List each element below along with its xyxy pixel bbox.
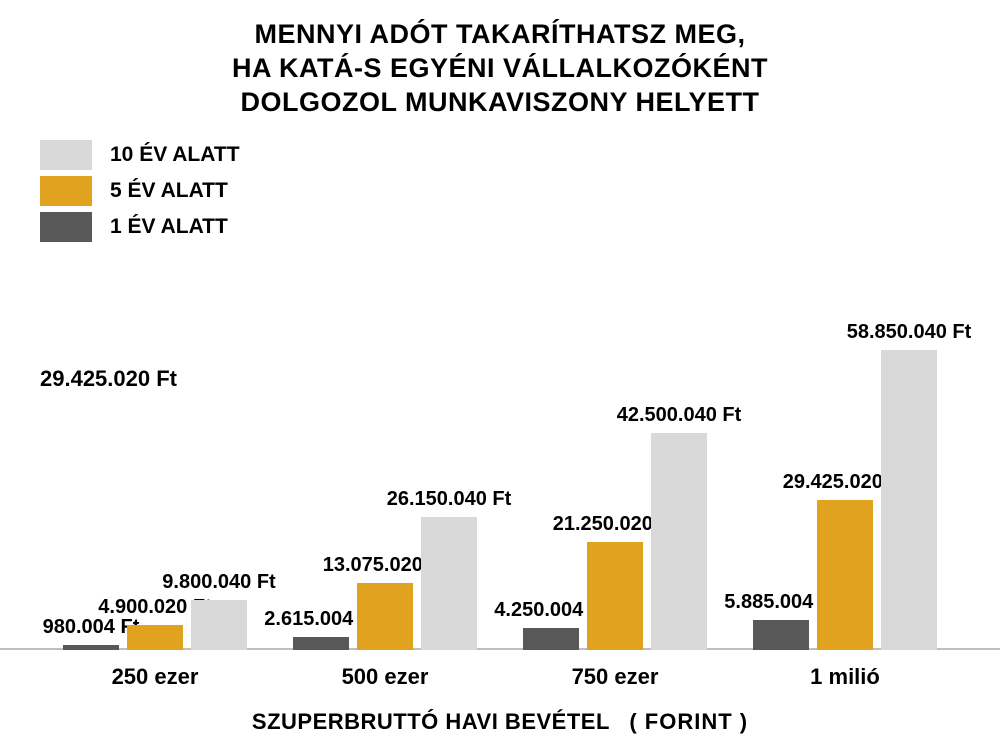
bar: 26.150.040 Ft [421, 517, 477, 650]
bar-value-label: 42.500.040 Ft [617, 404, 742, 433]
bar: 4.250.004 Ft [523, 628, 579, 650]
chart-page: MENNYI ADÓT TAKARÍTHATSZ MEG, HA KATÁ-S … [0, 0, 1000, 745]
title-line-1: MENNYI ADÓT TAKARÍTHATSZ MEG, [0, 18, 1000, 52]
legend-item-5yr: 5 ÉV ALATT [40, 176, 240, 206]
bar: 4.900.020 Ft [127, 625, 183, 650]
bar-groups: 980.004 Ft 4.900.020 Ft 9.800.040 Ft 2.615.… [40, 280, 960, 650]
legend-item-1yr: 1 ÉV ALATT [40, 212, 240, 242]
bar: 21.250.020 Ft [587, 542, 643, 650]
x-tick-label: 500 ezer [285, 664, 485, 690]
bar-value-label: 9.800.040 Ft [162, 571, 275, 600]
title-line-2: HA KATÁ-S EGYÉNI VÁLLALKOZÓKÉNT [0, 52, 1000, 86]
x-tick-label: 750 ezer [515, 664, 715, 690]
bar: 9.800.040 Ft [191, 600, 247, 650]
bar-value-label: 58.850.040 Ft [847, 321, 972, 350]
bar: 13.075.020 Ft [357, 583, 413, 650]
legend-swatch-1yr [40, 212, 92, 242]
legend-label-10yr: 10 ÉV ALATT [110, 143, 240, 167]
legend-label-1yr: 1 ÉV ALATT [110, 215, 228, 239]
x-axis-label-text: SZUPERBRUTTÓ HAVI BEVÉTEL [252, 709, 610, 734]
bar: 980.004 Ft [63, 645, 119, 650]
x-axis-label-unit: ( FORINT ) [629, 709, 748, 734]
bar: 5.885.004 Ft [753, 620, 809, 650]
bar-group: 4.250.004 Ft 21.250.020 Ft42.500.040 Ft [523, 280, 707, 650]
title-line-3: DOLGOZOL MUNKAVISZONY HELYETT [0, 86, 1000, 120]
bar-value-label: 26.150.040 Ft [387, 488, 512, 517]
x-tick-label: 1 milió [745, 664, 945, 690]
legend-swatch-5yr [40, 176, 92, 206]
bar-group: 980.004 Ft 4.900.020 Ft 9.800.040 Ft [63, 280, 247, 650]
legend-label-5yr: 5 ÉV ALATT [110, 179, 228, 203]
x-tick-label: 250 ezer [55, 664, 255, 690]
bar: 2.615.004 Ft [293, 637, 349, 650]
bar-group: 5.885.004 Ft 29.425.020 Ft58.850.040 Ft [753, 280, 937, 650]
x-axis-label: SZUPERBRUTTÓ HAVI BEVÉTEL ( FORINT ) [0, 709, 1000, 735]
legend-item-10yr: 10 ÉV ALATT [40, 140, 240, 170]
bar: 58.850.040 Ft [881, 350, 937, 650]
legend-swatch-10yr [40, 140, 92, 170]
chart-title: MENNYI ADÓT TAKARÍTHATSZ MEG, HA KATÁ-S … [0, 0, 1000, 119]
bar-group: 2.615.004 Ft 13.075.020 Ft26.150.040 Ft [293, 280, 477, 650]
bar: 29.425.020 Ft [817, 500, 873, 650]
bar: 42.500.040 Ft [651, 433, 707, 650]
x-ticks: 250 ezer 500 ezer 750 ezer 1 milió [40, 664, 960, 690]
legend: 10 ÉV ALATT 5 ÉV ALATT 1 ÉV ALATT [40, 140, 240, 248]
plot-area: 29.425.020 Ft 980.004 Ft 4.900.020 Ft 9.80… [40, 280, 960, 650]
